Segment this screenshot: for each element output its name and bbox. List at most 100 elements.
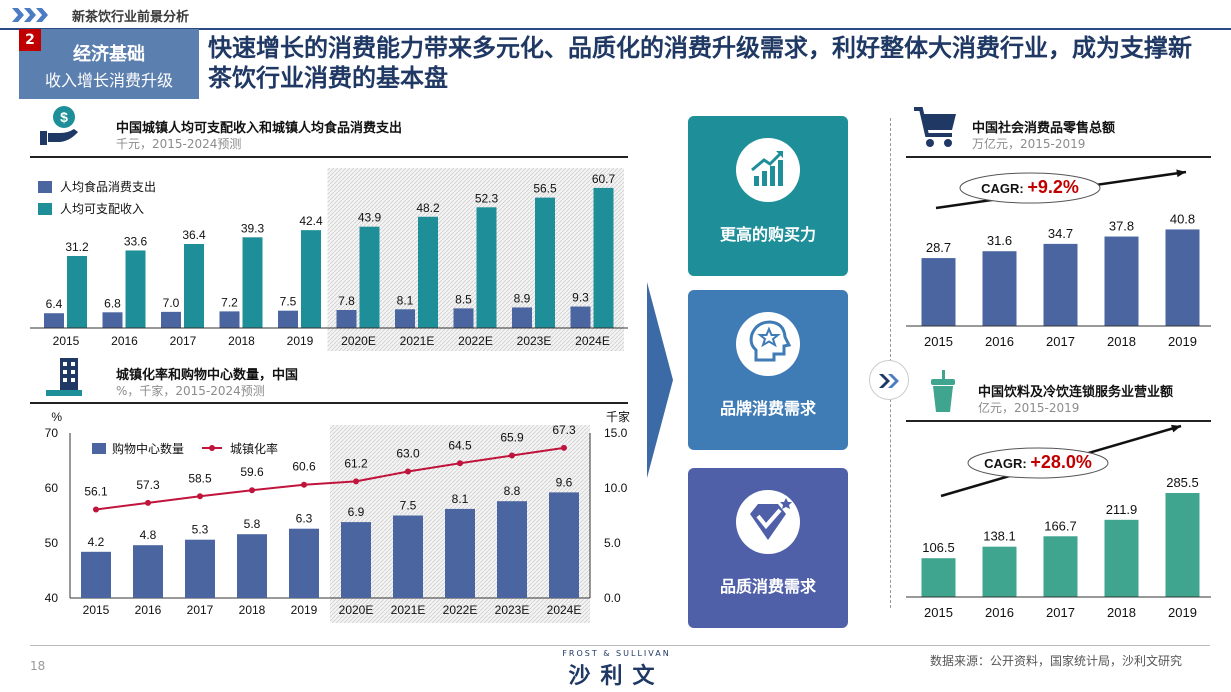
data-source: 数据来源：公开资料，国家统计局，沙利文研究: [930, 654, 1183, 668]
data-label: 48.2: [416, 201, 440, 215]
data-label: 37.8: [1109, 219, 1134, 234]
page-number: 18: [30, 659, 46, 673]
chart-title-urban: 城镇化率和购物中心数量，中国: [116, 368, 299, 383]
tick-label: 2018: [228, 334, 255, 348]
bar: [445, 508, 475, 598]
section-number-badge: 2: [19, 29, 41, 51]
tick-label: 2021E: [400, 334, 435, 348]
cagr-label: CAGR: +28.0%: [984, 452, 1092, 472]
bar: [921, 558, 956, 597]
pillar-icon-circle: [736, 490, 800, 554]
chevron-icon: [36, 8, 48, 22]
logo-main-text: 沙利文: [568, 664, 665, 689]
right-axis-label: 千家: [606, 409, 630, 424]
bar: [1043, 243, 1078, 326]
line-point: [249, 487, 255, 494]
data-label: 58.5: [188, 471, 212, 485]
tick-label: 2019: [1168, 334, 1197, 349]
cagr-text: CAGR:: [984, 456, 1030, 471]
chart-subtitle-beverage: 亿元，2015-2019: [978, 401, 1080, 415]
bar: [359, 226, 380, 328]
tick-label: 2015: [924, 334, 953, 349]
income-chart: 6.4 31.2 2015 6.8 33.6 2016 7.0 36.4 2017 7.2 39.3…: [30, 168, 628, 351]
data-label: 36.4: [182, 228, 206, 242]
data-label: 31.2: [65, 240, 89, 254]
tick-label: 2016: [985, 605, 1014, 620]
legend-item: 人均食品消费支出: [38, 178, 156, 195]
line-point: [145, 499, 151, 506]
bar: [81, 551, 111, 598]
bar: [476, 207, 497, 328]
section-name: 经济基础: [73, 44, 145, 65]
forward-arrow-icon: [869, 360, 909, 400]
bar: [125, 250, 146, 328]
chart-subtitle-urban: %，千家，2015-2024预测: [116, 384, 265, 398]
building-icon: [40, 356, 84, 398]
left-tick-label: 60: [45, 481, 59, 495]
data-label: 39.3: [241, 221, 265, 235]
chevron-icon: [24, 8, 36, 22]
data-label: 8.8: [504, 484, 521, 498]
data-label: 56.5: [533, 182, 557, 196]
data-label: 60.7: [592, 172, 616, 186]
legend-swatch: [92, 443, 106, 454]
bar: [341, 522, 371, 598]
tick-label: 2016: [111, 334, 138, 348]
left-tick-label: 40: [45, 591, 59, 605]
pillar-brand-demand: 品牌消费需求: [688, 290, 848, 450]
cagr-ellipse: [959, 172, 1101, 204]
right-tick-label: 10.0: [604, 481, 628, 495]
pillar-label: 品质消费需求: [719, 577, 816, 596]
tick-label: 2020E: [341, 334, 376, 348]
legend-item: 人均可支配收入: [38, 200, 156, 217]
tick-label: 2016: [135, 603, 162, 617]
bar: [535, 197, 555, 328]
data-label: 166.7: [1044, 518, 1077, 533]
retail-chart: CAGR: +9.2% 28.7 2015 31.6 2016 34.7 2017 37.8 2…: [906, 169, 1211, 349]
legend-marker: [209, 445, 215, 451]
legend-swatch: [38, 202, 52, 215]
bar: [921, 258, 956, 326]
data-label: 65.9: [500, 431, 524, 445]
tick-label: 2019: [291, 603, 318, 617]
chart-title-retail: 中国社会消费品零售总额: [972, 121, 1116, 136]
bar: [242, 237, 263, 328]
bar: [393, 515, 423, 598]
data-label: 285.5: [1166, 475, 1199, 490]
cagr-label: CAGR: +9.2%: [981, 177, 1079, 197]
bar: [593, 187, 614, 328]
line-point: [405, 468, 411, 475]
bar: [512, 307, 532, 328]
legend-label: 人均食品消费支出: [60, 180, 157, 194]
cagr-value: +28.0%: [1030, 452, 1092, 472]
chart-subtitle-income: 千元，2015-2024预测: [116, 137, 242, 151]
line-point: [93, 506, 99, 513]
line-point: [353, 478, 359, 485]
data-label: 34.7: [1048, 226, 1073, 241]
bar: [219, 311, 240, 328]
data-label: 9.3: [572, 291, 589, 305]
big-arrow: [647, 282, 673, 478]
cagr-ellipse: [967, 447, 1109, 479]
head-star-icon: [749, 320, 792, 362]
data-label: 57.3: [136, 478, 160, 492]
data-label: 8.1: [452, 492, 469, 506]
data-label: 61.2: [344, 456, 368, 470]
tick-label: 2017: [187, 603, 214, 617]
bar: [133, 545, 163, 598]
chart-growth-icon: [751, 150, 784, 186]
bar: [185, 539, 215, 598]
section-box: 经济基础 收入增长消费升级: [19, 29, 199, 99]
data-label: 42.4: [299, 214, 323, 228]
data-label: 106.5: [922, 540, 955, 555]
bar: [418, 216, 438, 328]
drink-cup-icon: [926, 370, 960, 414]
data-label: 40.8: [1170, 211, 1195, 226]
data-label: 7.2: [221, 295, 238, 309]
line-series: [95, 446, 565, 511]
tick-label: 2017: [1046, 334, 1075, 349]
bar: [549, 492, 579, 598]
chart-title-beverage: 中国饮料及冷饮连锁服务业营业额: [978, 385, 1174, 400]
data-label: 28.7: [926, 240, 951, 255]
